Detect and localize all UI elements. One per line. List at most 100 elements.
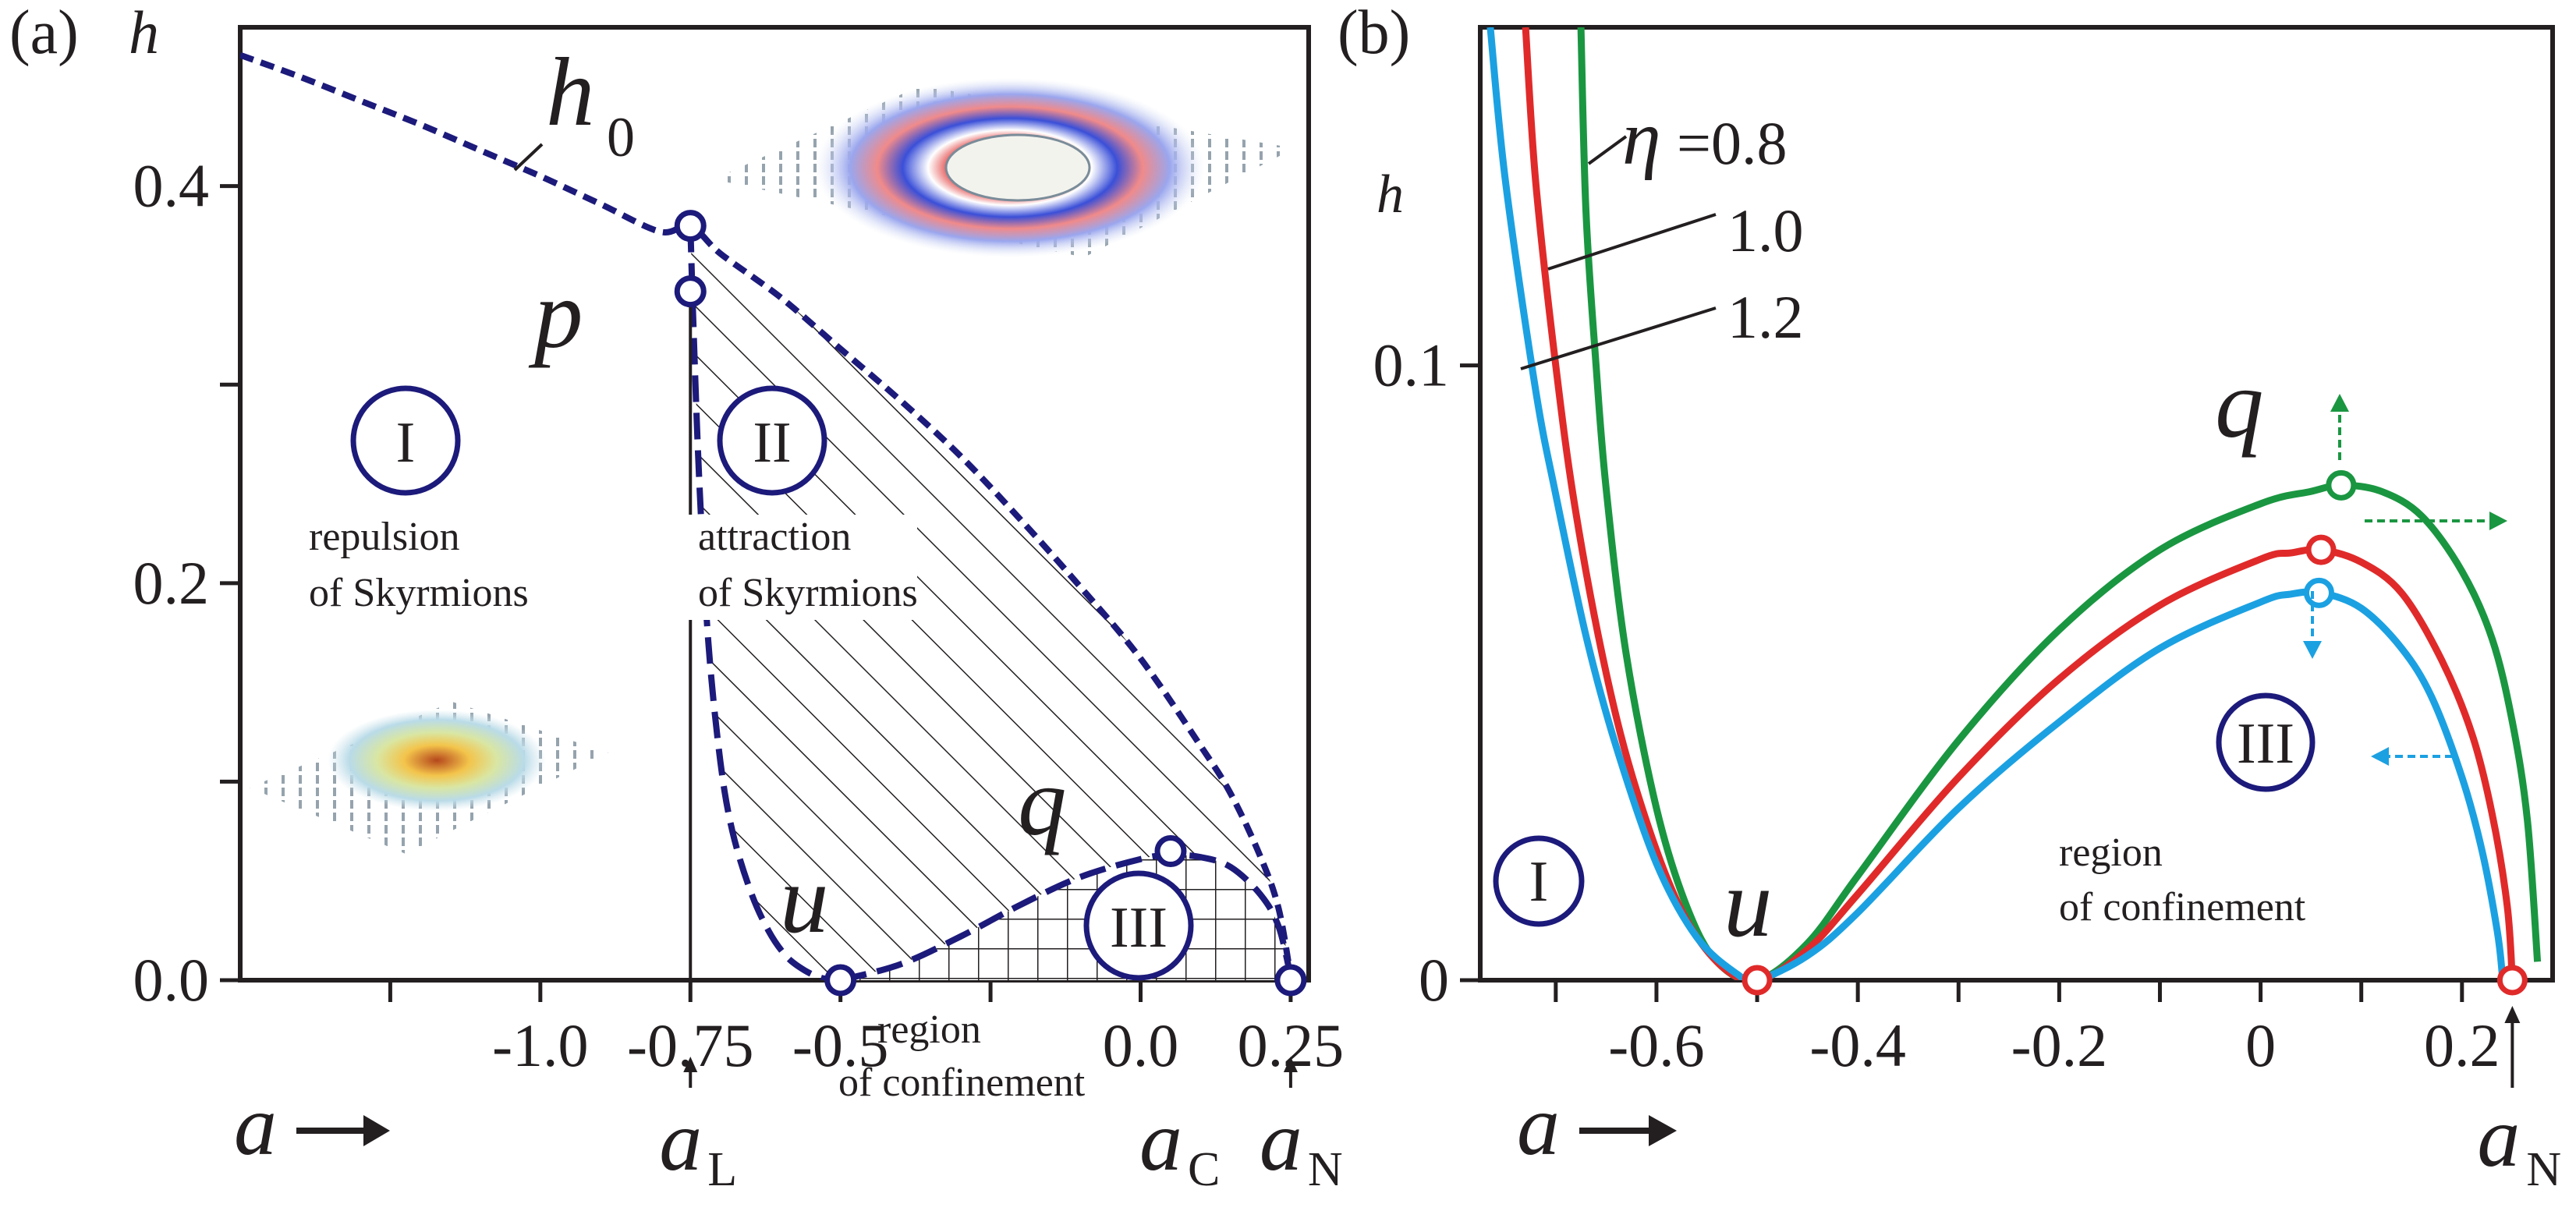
curves-b — [1486, 27, 2542, 980]
svg-text:a: a — [234, 1078, 277, 1173]
region-iii-badge-b: III — [2216, 692, 2316, 792]
legend-entry-1.2: 1.2 — [1727, 283, 1804, 351]
x-tick-label: 0 — [2245, 1011, 2276, 1079]
svg-text:a: a — [2477, 1089, 2520, 1184]
curve-h0 — [240, 51, 1294, 977]
region-i-note-2: of Skyrmions — [309, 571, 529, 615]
region-i-badge-b: I — [1493, 835, 1585, 927]
panel-a-frame — [238, 25, 1311, 983]
point-q-red — [2305, 534, 2337, 565]
y-axis-label-b: h — [1377, 165, 1404, 225]
points-b — [1742, 469, 2528, 996]
point-label-p: p — [528, 261, 583, 369]
svg-text:II: II — [753, 411, 791, 475]
y-tick-label: 0.0 — [133, 946, 210, 1014]
point-label-q-b: q — [2215, 351, 2264, 459]
series-eta-1.0 — [1522, 27, 2516, 980]
series-eta-1.2 — [1486, 27, 2506, 980]
y-ticks-a — [220, 184, 240, 983]
panel-label-a: (a) — [9, 0, 79, 67]
svg-text:L: L — [707, 1143, 737, 1196]
y-tick-labels-a: 0.0 0.2 0.4 — [133, 152, 210, 1014]
legend-b: η =0.8 1.0 1.2 — [1520, 94, 1804, 370]
point-p — [674, 275, 707, 308]
shift-arrows-b — [2303, 394, 2507, 766]
region-iii-note-1-b: region — [2059, 830, 2163, 875]
point-q-green — [2326, 469, 2357, 501]
x-tick-label: -0.4 — [1809, 1011, 1905, 1079]
svg-text:a: a — [1260, 1093, 1302, 1188]
curve-boundary-iii — [839, 852, 1294, 980]
h0-label: h 0 — [513, 39, 635, 172]
panel-b-frame — [1478, 25, 2555, 983]
region-i-badge: I — [350, 385, 461, 496]
point-label-q-a: q — [1018, 749, 1067, 856]
y-tick-label: 0 — [1419, 946, 1449, 1014]
x-tick-label: -0.6 — [1608, 1011, 1704, 1079]
x-tick-label: -1.0 — [492, 1011, 588, 1079]
svg-text:I: I — [396, 411, 416, 475]
region-iii-note-2-a: of confinement — [838, 1061, 1086, 1105]
region-iii-note-1-a: region — [877, 1007, 981, 1052]
svg-text:a: a — [659, 1093, 702, 1188]
point-label-u-a: u — [780, 846, 829, 954]
point-u — [1742, 965, 1773, 996]
x-tick-label: -0.5 — [792, 1011, 888, 1079]
point-q-blue — [2303, 577, 2334, 608]
x-axis-label-a: a — [234, 1078, 390, 1173]
y-tick-label: 0.2 — [133, 549, 210, 617]
curve-boundary-i-ii — [687, 225, 842, 980]
legend-entry-1.0: 1.0 — [1727, 197, 1804, 264]
x-tick-label: -0.2 — [2011, 1011, 2107, 1079]
svg-text:a: a — [1139, 1093, 1182, 1188]
point-aN — [1274, 964, 1307, 997]
legend-entry-0.8: =0.8 — [1677, 109, 1788, 177]
region-i-note-1: repulsion — [309, 515, 460, 559]
svg-text:III: III — [2237, 712, 2294, 776]
panel-label-b: (b) — [1338, 0, 1410, 67]
x-axis-label-b: a — [1517, 1078, 1677, 1173]
skyrmion-inset-bottom — [250, 702, 608, 854]
svg-text:C: C — [1188, 1143, 1220, 1196]
region-iii-badge: III — [1083, 870, 1194, 981]
panel-b: -0.6 -0.4 -0.2 0 0.2 00.1 (b) h η =0.8 1.0 1… — [1338, 0, 2561, 1196]
y-tick-label: 0.1 — [1373, 331, 1450, 399]
x-ticks-b — [1554, 980, 2464, 1002]
y-axis-label-a: h — [129, 0, 159, 66]
x-tick-label: 0.2 — [2424, 1011, 2500, 1079]
svg-text:I: I — [1529, 850, 1549, 914]
point-h0-end — [674, 210, 707, 243]
svg-text:N: N — [1308, 1143, 1343, 1196]
svg-text:0: 0 — [607, 106, 635, 168]
svg-text:III: III — [1110, 896, 1168, 960]
point-label-u-b: u — [1724, 850, 1773, 958]
svg-text:h: h — [546, 39, 595, 147]
skyrmion-inset-top — [714, 78, 1295, 257]
point-u — [824, 964, 857, 997]
region-iii-note-2-b: of confinement — [2059, 885, 2306, 929]
region-ii-note-1: attraction — [698, 515, 851, 559]
y-ticks-b — [1460, 363, 1480, 983]
x-tick-label: 0.0 — [1103, 1011, 1179, 1079]
point-aN — [2496, 965, 2528, 996]
region-ii-badge: II — [717, 385, 827, 496]
y-tick-label: 0.4 — [133, 152, 210, 220]
series-eta-0.8 — [1577, 27, 2542, 980]
y-tick-labels-b: 00.1 — [1373, 331, 1450, 1014]
panel-a: -1.0 -0.75 -0.5 0.0 0.25 0.00.20.4 (a) h h 0… — [9, 0, 1344, 1196]
x-tick-labels-b: -0.6 -0.4 -0.2 0 0.2 — [1608, 1011, 2500, 1079]
region-ii-note-2: of Skyrmions — [698, 571, 918, 615]
point-q — [1154, 835, 1187, 868]
svg-text:a: a — [1517, 1078, 1560, 1173]
region-ii-hatch — [690, 225, 1291, 980]
legend-eta: η — [1622, 94, 1661, 181]
svg-text:N: N — [2526, 1143, 2561, 1196]
points-a — [674, 210, 1307, 997]
